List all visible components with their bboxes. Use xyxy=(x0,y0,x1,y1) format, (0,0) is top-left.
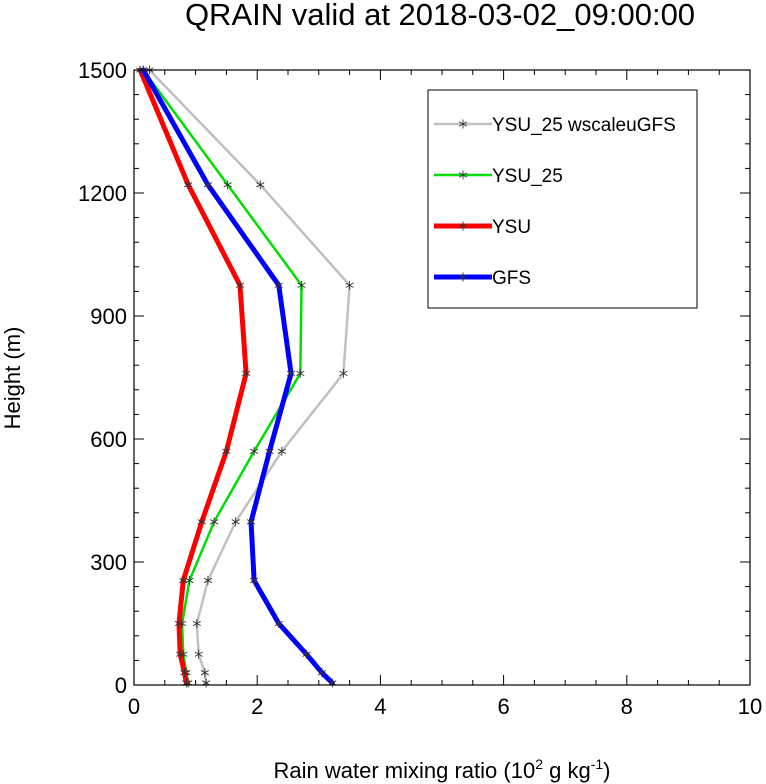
y-tick-label: 300 xyxy=(90,550,127,575)
chart-title: QRAIN valid at 2018-03-02_09:00:00 xyxy=(185,0,695,32)
data-point-ysu-8 xyxy=(235,280,245,290)
x-tick-label: 2 xyxy=(251,694,263,719)
data-point-ysu-5 xyxy=(197,517,206,527)
legend-label-gfs: GFS xyxy=(492,268,531,289)
data-point-ysu-3 xyxy=(174,619,184,628)
data-point-gfs-4 xyxy=(249,575,259,585)
data-point-ysu-25-7 xyxy=(296,368,305,378)
y-tick-label: 1500 xyxy=(78,58,127,83)
data-point-ysu-25-wscaleugfs-7 xyxy=(339,368,348,378)
legend-label-ysu-25: YSU_25 xyxy=(492,166,563,187)
x-axis-label-suffix: ) xyxy=(603,758,610,783)
legend-label-ysu: YSU xyxy=(492,217,531,238)
legend-marker-ysu xyxy=(458,221,468,231)
legend-item-gfs: GFS xyxy=(434,268,531,289)
x-tick-label: 8 xyxy=(621,694,633,719)
x-axis-label-sup2: -1 xyxy=(591,756,604,772)
data-point-ysu-25-6 xyxy=(249,446,259,456)
y-axis-label: Height (m) xyxy=(0,327,25,430)
data-point-ysu-25-4 xyxy=(185,575,194,585)
legend-marker-ysu-25 xyxy=(458,170,468,180)
legend-label-ysu-25-wscaleugfs: YSU_25 wscaleuGFS xyxy=(492,115,676,136)
legend: YSU_25 wscaleuGFS YSU_25 YSU GFS xyxy=(427,89,698,309)
legend-box xyxy=(427,89,698,309)
ticks-layer: 0 2 4 6 8 10 0 300 600 900 1200 1500 xyxy=(78,58,762,719)
data-point-ysu-2 xyxy=(176,649,185,659)
x-axis-label-prefix: Rain water mixing ratio (10 xyxy=(274,758,536,783)
y-tick-label: 1200 xyxy=(78,181,127,206)
data-point-ysu-25-5 xyxy=(209,517,219,527)
data-point-ysu-25-wscaleugfs-4 xyxy=(203,575,213,585)
x-axis-label-mid: g kg xyxy=(543,758,591,783)
data-point-gfs-8 xyxy=(274,280,283,290)
x-tick-label: 6 xyxy=(497,694,509,719)
data-point-gfs-2 xyxy=(302,649,311,659)
data-point-gfs-7 xyxy=(286,368,296,378)
y-tick-label: 600 xyxy=(90,427,127,452)
legend-marker-gfs xyxy=(458,272,468,282)
data-point-ysu-6 xyxy=(222,446,231,456)
data-point-ysu-4 xyxy=(179,575,188,585)
data-point-ysu-25-wscaleugfs-0 xyxy=(201,678,211,688)
data-point-ysu-25-wscaleugfs-2 xyxy=(194,649,203,659)
data-point-ysu-25-wscaleugfs-3 xyxy=(192,619,201,628)
legend-item-ysu-25: YSU_25 xyxy=(434,166,563,187)
data-point-gfs-5 xyxy=(246,517,256,527)
data-point-ysu-25-wscaleugfs-1 xyxy=(200,668,209,678)
legend-item-ysu-25-wscaleugfs: YSU_25 wscaleuGFS xyxy=(434,115,676,136)
data-point-ysu-1 xyxy=(180,668,189,678)
data-point-ysu-25-8 xyxy=(297,280,306,290)
data-point-ysu-25-9 xyxy=(223,180,232,190)
series-line-ysu-25 xyxy=(141,68,303,685)
x-tick-label: 4 xyxy=(374,694,386,719)
y-tick-label: 0 xyxy=(115,673,127,698)
x-tick-label: 10 xyxy=(738,694,762,719)
x-axis-label-sup1: 2 xyxy=(535,756,543,772)
data-point-ysu-9 xyxy=(184,180,193,190)
data-point-ysu-25-wscaleugfs-9 xyxy=(256,180,265,190)
data-point-ysu-25-wscaleugfs-6 xyxy=(277,446,286,456)
data-point-ysu-25-wscaleugfs-8 xyxy=(345,280,354,290)
data-point-gfs-3 xyxy=(274,619,283,628)
legend-marker-ysu-25-wscaleugfs xyxy=(458,119,468,129)
legend-item-ysu: YSU xyxy=(434,217,531,238)
data-point-ysu-25-wscaleugfs-5 xyxy=(231,517,240,527)
y-tick-label: 900 xyxy=(90,304,127,329)
data-point-ysu-7 xyxy=(241,368,251,378)
x-tick-label: 0 xyxy=(128,694,140,719)
data-point-gfs-9 xyxy=(203,180,213,190)
series-layer xyxy=(136,65,354,688)
x-axis-label: Rain water mixing ratio (102 g kg-1) xyxy=(274,756,611,783)
data-point-gfs-1 xyxy=(317,668,327,678)
data-point-gfs-6 xyxy=(265,446,274,456)
